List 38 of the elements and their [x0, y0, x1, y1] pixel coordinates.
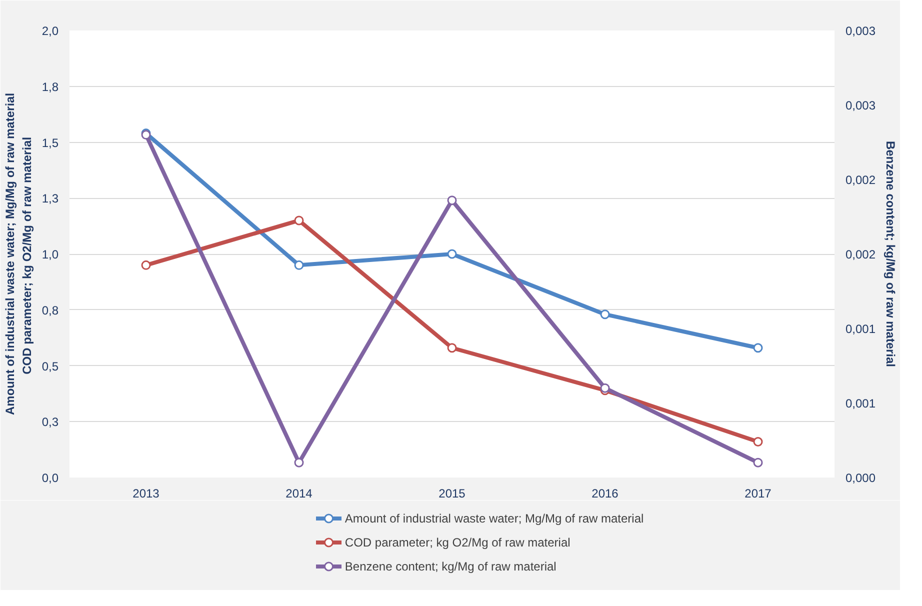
- y-tick-label: 0,8: [42, 303, 59, 318]
- point: [294, 216, 304, 226]
- legend-label: Amount of industrial waste water; Mg/Mg of raw material: [344, 512, 644, 526]
- y2-tick-label: 0,003: [846, 98, 876, 112]
- x-tick-label: 2016: [592, 486, 619, 500]
- y2-tick-label: 0,001: [846, 396, 876, 410]
- y-tick-label: 0,3: [42, 415, 59, 430]
- point: [294, 260, 304, 270]
- point: [600, 310, 610, 320]
- point: [753, 437, 763, 446]
- y-tick-label: 1,0: [42, 248, 59, 262]
- y2-tick-label: 0,003: [846, 24, 876, 38]
- legend-label: Benzene content; kg/Mg of raw material: [344, 560, 556, 574]
- x-tick-label: 2015: [438, 486, 466, 500]
- point: [753, 343, 763, 353]
- point: [141, 260, 151, 270]
- y2-tick-label: 0,002: [846, 248, 876, 262]
- point: [447, 249, 457, 259]
- y-tick-label: 1,3: [42, 192, 59, 206]
- point: [447, 343, 457, 353]
- point: [600, 383, 610, 393]
- y-tick-label: 2,0: [42, 24, 59, 38]
- point: [294, 458, 304, 468]
- y-tick-label: 0,0: [42, 471, 59, 485]
- point: [753, 458, 763, 468]
- x-tick-label: 2013: [132, 486, 160, 500]
- y2-axis-title: Benzene content; kg/Mg of raw material: [884, 140, 898, 368]
- y2-tick-label: 0,002: [846, 173, 876, 187]
- y2-tick-label: 0,001: [846, 322, 876, 336]
- y-tick-label: 1,5: [42, 136, 59, 150]
- y2-tick-label: 0,000: [846, 471, 876, 485]
- legend-label: COD parameter; kg O2/Mg of raw material: [344, 536, 570, 550]
- y-tick-label: 1,8: [42, 80, 59, 94]
- x-tick-label: 2014: [286, 486, 313, 500]
- x-tick-label: 2017: [744, 486, 772, 500]
- y-axis-title: Amount of industrial waste water; Mg/Mg of raw material COD parameter; kg O2/Mg of raw material: [3, 92, 34, 416]
- point: [447, 196, 457, 206]
- y-tick-label: 0,5: [42, 359, 59, 374]
